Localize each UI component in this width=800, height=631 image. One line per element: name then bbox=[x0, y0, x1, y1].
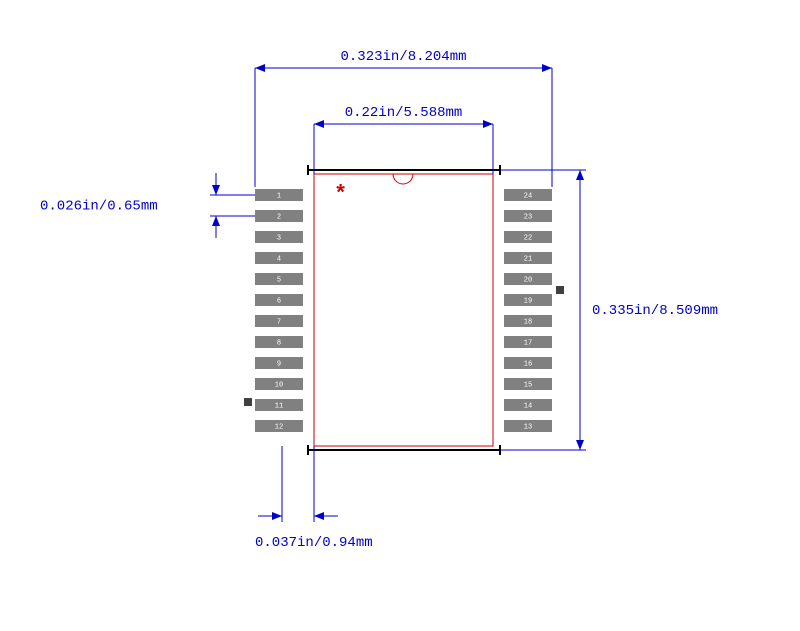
dim-arrow bbox=[576, 440, 584, 450]
pad-label: 18 bbox=[524, 318, 532, 326]
fiducial-mark bbox=[244, 398, 252, 406]
pad-label: 22 bbox=[524, 234, 532, 242]
dim-pad-length: 0.037in/0.94mm bbox=[255, 535, 373, 551]
pad-label: 16 bbox=[524, 360, 532, 368]
pad-label: 2 bbox=[277, 213, 281, 221]
pad-label: 23 bbox=[524, 213, 532, 221]
orientation-notch bbox=[393, 174, 413, 184]
pad-label: 3 bbox=[277, 234, 281, 242]
dim-body-width: 0.22in/5.588mm bbox=[345, 105, 463, 121]
pad-label: 11 bbox=[275, 402, 283, 410]
dim-arrow bbox=[212, 216, 220, 226]
pad-label: 8 bbox=[277, 339, 281, 347]
pad-label: 7 bbox=[277, 318, 281, 326]
pad-label: 4 bbox=[277, 255, 281, 263]
pad-label: 24 bbox=[524, 192, 532, 200]
dim-arrow bbox=[314, 120, 324, 128]
pad-label: 21 bbox=[524, 255, 532, 263]
dim-overall-height: 0.335in/8.509mm bbox=[592, 303, 718, 319]
ic-body-outline bbox=[314, 174, 493, 446]
dim-arrow bbox=[314, 512, 324, 520]
pad-label: 12 bbox=[275, 423, 283, 431]
pad-label: 1 bbox=[277, 192, 281, 200]
pad-label: 5 bbox=[277, 276, 281, 284]
pad-label: 19 bbox=[524, 297, 532, 305]
dim-arrow bbox=[542, 64, 552, 72]
pad-label: 15 bbox=[524, 381, 532, 389]
pad-label: 14 bbox=[524, 402, 532, 410]
dim-arrow bbox=[255, 64, 265, 72]
pad-label: 9 bbox=[277, 360, 281, 368]
dim-pin-pitch: 0.026in/0.65mm bbox=[40, 199, 158, 215]
dim-arrow bbox=[272, 512, 282, 520]
dim-overall-width: 0.323in/8.204mm bbox=[340, 49, 466, 65]
pad-label: 10 bbox=[275, 381, 283, 389]
pad-label: 17 bbox=[524, 339, 532, 347]
pin1-marker: * bbox=[334, 182, 347, 207]
pad-label: 13 bbox=[524, 423, 532, 431]
pad-label: 20 bbox=[524, 276, 532, 284]
fiducial-mark bbox=[556, 286, 564, 294]
dim-arrow bbox=[483, 120, 493, 128]
dim-arrow bbox=[576, 170, 584, 180]
dim-arrow bbox=[212, 185, 220, 195]
pad-label: 6 bbox=[277, 297, 281, 305]
package-footprint-drawing: 1 24 2 23 3 22 4 21 5 20 6 19 7 18 8 17 9 16 10 15 11 14 12 13 *… bbox=[0, 0, 800, 631]
